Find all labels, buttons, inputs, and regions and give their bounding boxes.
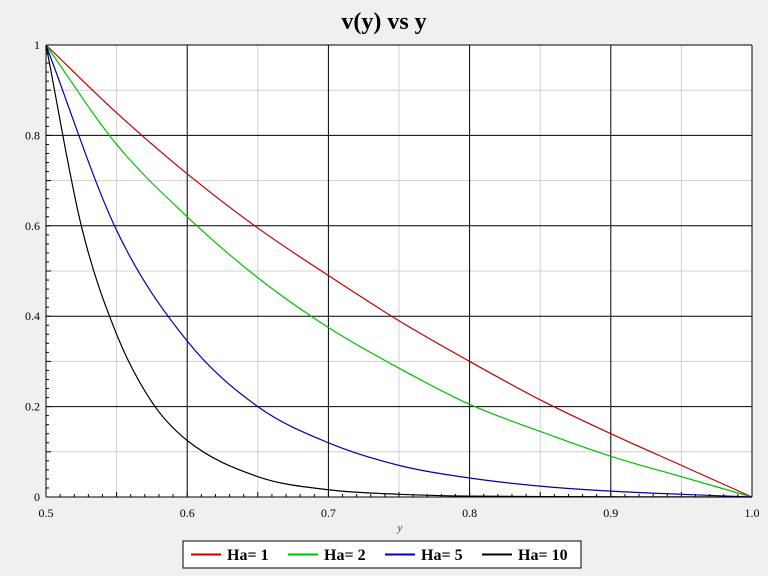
- y-tick-label: 0.2: [25, 400, 40, 414]
- legend-label-ha-5: Ha= 5: [421, 547, 463, 564]
- legend-label-ha-2: Ha= 2: [324, 547, 366, 564]
- y-tick-label: 0.8: [25, 128, 40, 142]
- x-tick-label: 0.9: [603, 506, 618, 520]
- y-tick-label: 1: [34, 38, 40, 52]
- series-line-ha-5: [45, 44, 753, 498]
- y-tick-label: 0: [34, 490, 40, 504]
- series-line-ha-10: [45, 44, 753, 498]
- series-line-ha-2: [45, 44, 753, 498]
- y-tick-label: 0.6: [25, 219, 40, 233]
- x-tick-label: 0.5: [39, 506, 54, 520]
- chart-title: v(y) vs y: [341, 9, 426, 35]
- x-tick-label: 1.0: [745, 506, 760, 520]
- legend: Ha= 1 Ha= 2 Ha= 5 Ha= 10: [182, 540, 582, 569]
- x-axis-label: y: [397, 522, 403, 534]
- legend-label-ha-1: Ha= 1: [227, 547, 269, 564]
- x-tick-label: 0.6: [180, 506, 195, 520]
- series-line-ha-1: [45, 44, 753, 498]
- plot-area: 0.5 0.6 0.7 0.8 0.9 1.0 0 0.2 0.4 0.6 0.8 1: [25, 38, 760, 520]
- legend-label-ha-10: Ha= 10: [518, 547, 568, 564]
- x-tick-label: 0.8: [462, 506, 477, 520]
- x-tick-label: 0.7: [321, 506, 336, 520]
- legend-box: [182, 540, 582, 569]
- y-tick-label: 0.4: [25, 309, 40, 323]
